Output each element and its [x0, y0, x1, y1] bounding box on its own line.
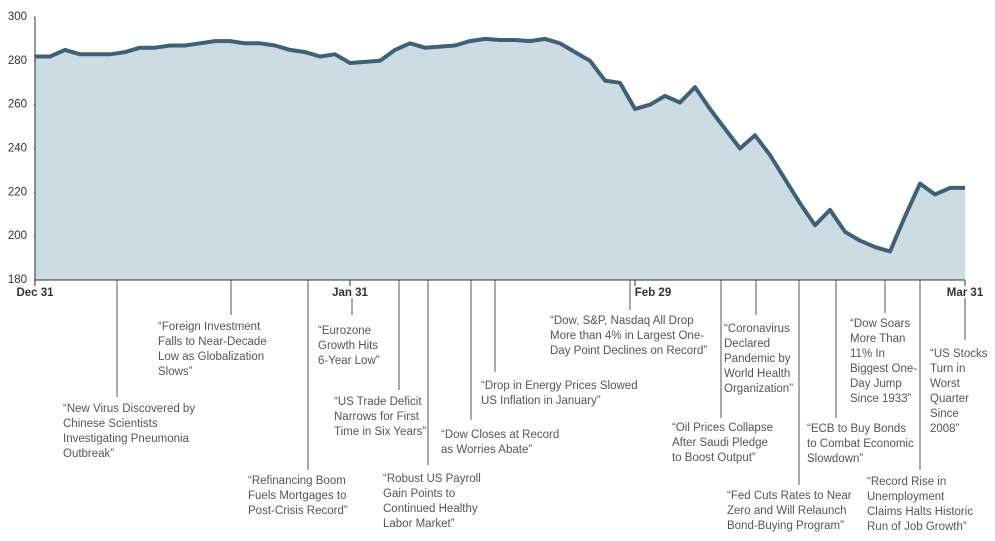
annotation-text: Low as Globalization [158, 351, 264, 363]
annotation-text: Since [930, 408, 959, 420]
annotation-text: After Saudi Pledge [672, 437, 768, 449]
annotation-text: “Foreign Investment [158, 321, 261, 333]
y-tick-label: 260 [8, 99, 27, 111]
annotation-text: “Drop in Energy Prices Slowed [481, 380, 638, 392]
annotation-text: “Dow Closes at Record [441, 429, 559, 441]
annotation-text: Narrows for First [334, 411, 420, 423]
annotation-text: Falls to Near-Decade [158, 336, 267, 348]
annotation-text: “US Stocks [930, 348, 988, 360]
annotation-text: Fuels Mortgages to [248, 490, 346, 502]
area [35, 38, 965, 281]
annotation-text: Outbreak” [63, 448, 114, 460]
annotation-text: 2008” [930, 423, 960, 435]
annotation-text: “Record Rise in [867, 476, 946, 488]
annotation-text: Post-Crisis Record” [248, 505, 348, 517]
annotation-text: “Dow, S&P, Nasdaq All Drop [550, 315, 694, 327]
annotation-text: Gain Points to [383, 488, 455, 500]
annotation-text: US Inflation in January” [481, 395, 601, 407]
annotation-text: Labor Market” [383, 518, 455, 530]
y-tick-label: 240 [8, 143, 27, 155]
annotation-text: “Dow Soars [850, 318, 910, 330]
annotation-text: 11% In [850, 348, 885, 360]
line [35, 36, 965, 254]
x-tick-label: Jan 31 [332, 287, 368, 299]
annotation-text: Claims Halts Historic [867, 506, 973, 518]
annotation-text: Quarter [930, 393, 969, 405]
annotation-text: Organization” [724, 383, 793, 395]
annotation-text: to Combat Economic [807, 438, 914, 450]
annotation-text: Day Point Declines on Record” [550, 345, 707, 357]
y-tick-label: 220 [8, 186, 27, 198]
y-tick-label: 200 [8, 230, 27, 242]
annotation-text: Chinese Scientists [63, 418, 158, 430]
annotation-text: Growth Hits [318, 340, 378, 352]
x-tick-label: Feb 29 [635, 287, 671, 299]
annotation-text: “Oil Prices Collapse [672, 422, 773, 434]
annotation-text: Pandemic by [724, 353, 791, 365]
annotation-text: Time in Six Years” [334, 426, 426, 438]
annotation-text: Day Jump [850, 378, 902, 390]
annotation-text: Bond-Buying Program” [727, 520, 844, 532]
annotation-text: Since 1933” [850, 393, 912, 405]
annotation-text: Declared [724, 338, 770, 350]
annotation-text: Slowdown” [807, 453, 863, 465]
annotation-text: Zero and Will Relaunch [727, 505, 847, 517]
y-tick-label: 300 [8, 11, 27, 23]
annotation-text: “New Virus Discovered by [63, 403, 195, 415]
annotation-text: “Refinancing Boom [248, 475, 346, 487]
annotation-text: “Coronavirus [724, 323, 790, 335]
annotation-text: as Worries Abate” [441, 444, 532, 456]
annotation-text: 6-Year Low” [318, 355, 380, 367]
annotation-text: World Health [724, 368, 790, 380]
x-tick-label: Dec 31 [16, 287, 54, 299]
annotation-text: Continued Healthy [383, 503, 478, 515]
annotation-text: “Fed Cuts Rates to Near [727, 490, 852, 502]
annotation-text: Biggest One- [850, 363, 917, 375]
y-tick-label: 180 [8, 274, 27, 286]
annotation-text: to Boost Output” [672, 452, 756, 464]
annotation-text: Slows” [158, 366, 193, 378]
annotation-text: Turn in [930, 363, 965, 375]
annotation-text: “US Trade Deficit [334, 396, 422, 408]
annotation-text: Run of Job Growth” [867, 521, 967, 533]
annotation-text: More Than [850, 333, 905, 345]
annotation-text: “Robust US Payroll [383, 473, 481, 485]
annotation-text: “Eurozone [318, 325, 371, 337]
annotation-text: “ECB to Buy Bonds [807, 423, 906, 435]
x-tick-label: Mar 31 [947, 287, 984, 299]
y-tick-label: 280 [8, 55, 27, 67]
annotation-text: Investigating Pneumonia [63, 433, 190, 445]
annotation-text: More than 4% in Largest One- [550, 330, 704, 342]
annotation-text: Unemployment [867, 491, 945, 503]
annotation-text: Worst [930, 378, 961, 390]
